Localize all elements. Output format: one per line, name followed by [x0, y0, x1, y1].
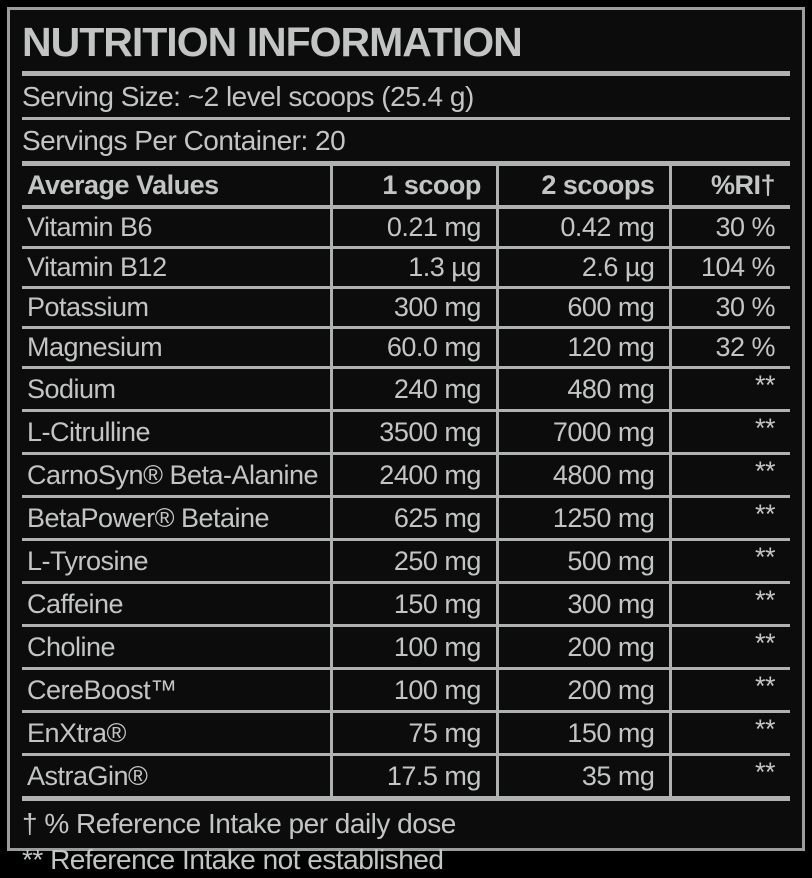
ri-value-cell: ** [669, 624, 790, 669]
header-average-values: Average Values [22, 166, 332, 209]
ingredient-name-cell: Vitamin B6 [27, 212, 153, 242]
table-row: L-Tyrosine 250 mg 500 mg ** [22, 538, 790, 583]
ri-value-cell: ** [669, 409, 790, 454]
two-scoops-value-cell: 300 mg [495, 581, 671, 626]
two-scoops-value-cell: 7000 mg [495, 409, 671, 454]
two-scoops-value-cell: 4800 mg [495, 452, 671, 497]
table-header-row: Average Values 1 scoop 2 scoops %RI† [22, 166, 790, 209]
one-scoop-value-cell: 250 mg [330, 538, 498, 583]
one-scoop-value-cell: 60.0 mg [330, 326, 498, 368]
table-row: BetaPower® Betaine 625 mg 1250 mg ** [22, 495, 790, 540]
one-scoop-value-cell: 100 mg [330, 667, 498, 712]
ingredient-name-cell: CereBoost™ [22, 667, 332, 712]
ri-value-cell: 32 % [669, 326, 790, 368]
table-row: Magnesium 60.0 mg 120 mg 32 % [22, 326, 790, 368]
two-scoops-value-cell: 120 mg [495, 326, 671, 368]
ri-value-cell: ** [669, 667, 790, 712]
ri-value-cell: ** [669, 581, 790, 626]
footnote-not-established: ** Reference Intake not established [22, 844, 444, 875]
serving-size-text: Serving Size: ~2 level scoops (25.4 g) [22, 80, 474, 112]
ingredient-name-cell: Magnesium [22, 326, 332, 368]
rule-above-footnotes [22, 796, 790, 801]
ingredient-name-cell: Potassium [22, 286, 332, 328]
label-title: NUTRITION INFORMATION [22, 19, 523, 65]
two-scoops-value-cell: 200 mg [495, 624, 671, 669]
ri-value-cell: ** [669, 710, 790, 755]
two-scoops-value-cell: 600 mg [495, 286, 671, 328]
ri-value-cell: 104 % [669, 246, 790, 288]
one-scoop-value-cell: 0.21 mg [330, 207, 498, 248]
one-scoop-value-cell: 1.3 µg [330, 246, 498, 288]
header-ri: %RI† [669, 166, 790, 209]
one-scoop-value-cell: 100 mg [330, 624, 498, 669]
table-row: Caffeine 150 mg 300 mg ** [22, 581, 790, 626]
ingredient-name-cell: BetaPower® Betaine [22, 495, 332, 540]
ri-value-cell: ** [669, 366, 790, 411]
ri-value-cell: ** [669, 753, 790, 796]
two-scoops-value-cell: 200 mg [495, 667, 671, 712]
ingredient-name-cell: L-Tyrosine [22, 538, 332, 583]
ingredient-name-cell: Sodium [22, 366, 332, 411]
footnote-reference-intake: † % Reference Intake per daily dose [22, 808, 456, 839]
two-scoops-value-cell: 0.42 mg [495, 207, 671, 248]
table-header: Average Values 1 scoop 2 scoops %RI† [22, 166, 790, 209]
one-scoop-value-cell: 240 mg [330, 366, 498, 411]
table-row: Vitamin B12 1.3 µg 2.6 µg 104 % [22, 246, 790, 288]
two-scoops-value-cell: 1250 mg [495, 495, 671, 540]
ri-value-cell: 30 % [669, 286, 790, 328]
one-scoop-value-cell: 625 mg [330, 495, 498, 540]
two-scoops-value-cell: 150 mg [495, 710, 671, 755]
rule-above-table [22, 161, 790, 166]
header-one-scoop: 1 scoop [330, 166, 498, 209]
nutrition-label: NUTRITION INFORMATION Serving Size: ~2 l… [7, 7, 805, 875]
table-row: Vitamin B6 0.21 mg 0.42 mg 30 % [22, 207, 790, 248]
ingredient-name-cell: Vitamin B12 [22, 246, 332, 288]
one-scoop-value-cell: 3500 mg [330, 409, 498, 454]
one-scoop-value-cell: 17.5 mg [330, 753, 498, 796]
ri-value-cell: ** [669, 495, 790, 540]
one-scoop-value-cell: 300 mg [330, 286, 498, 328]
table-row: AstraGin® 17.5 mg 35 mg ** [22, 753, 790, 796]
ingredient-name-cell: Choline [22, 624, 332, 669]
two-scoops-value-cell: 480 mg [495, 366, 671, 411]
nutrition-table: Average Values 1 scoop 2 scoops %RI† Vit… [22, 166, 790, 796]
two-scoops-value-cell: 500 mg [495, 538, 671, 583]
table-row: Sodium 240 mg 480 mg ** [22, 366, 790, 411]
ingredient-name-cell: Caffeine [22, 581, 332, 626]
table-body: Vitamin B6 0.21 mg 0.42 mg 30 % Vitamin … [22, 207, 790, 796]
servings-per-container-text: Servings Per Container: 20 [22, 124, 346, 156]
ingredient-name-cell: EnXtra® [22, 710, 332, 755]
nutrition-label-page: { "label": { "title": "NUTRITION INFORMA… [7, 7, 805, 875]
ri-value-cell: 30 % [669, 207, 790, 248]
table-row: Potassium 300 mg 600 mg 30 % [22, 286, 790, 328]
table-row: EnXtra® 75 mg 150 mg ** [22, 710, 790, 755]
one-scoop-value-cell: 150 mg [330, 581, 498, 626]
ingredient-name-cell: CarnoSyn® Beta-Alanine [22, 452, 332, 497]
table-row: CarnoSyn® Beta-Alanine 2400 mg 4800 mg *… [22, 452, 790, 497]
ri-value-cell: ** [669, 452, 790, 497]
ingredient-name-cell: L-Citrulline [22, 409, 332, 454]
ri-value-cell: ** [669, 538, 790, 583]
table-row: CereBoost™ 100 mg 200 mg ** [22, 667, 790, 712]
rule-below-title [22, 71, 790, 76]
table-row: Choline 100 mg 200 mg ** [22, 624, 790, 669]
one-scoop-value-cell: 75 mg [330, 710, 498, 755]
rule-below-serving-size [22, 117, 790, 120]
two-scoops-value-cell: 2.6 µg [495, 246, 671, 288]
ingredient-name-cell: AstraGin® [22, 753, 332, 796]
one-scoop-value-cell: 2400 mg [330, 452, 498, 497]
two-scoops-value-cell: 35 mg [495, 753, 671, 796]
table-row: L-Citrulline 3500 mg 7000 mg ** [22, 409, 790, 454]
header-two-scoops: 2 scoops [495, 166, 671, 209]
footnotes: † % Reference Intake per daily dose ** R… [22, 801, 790, 878]
